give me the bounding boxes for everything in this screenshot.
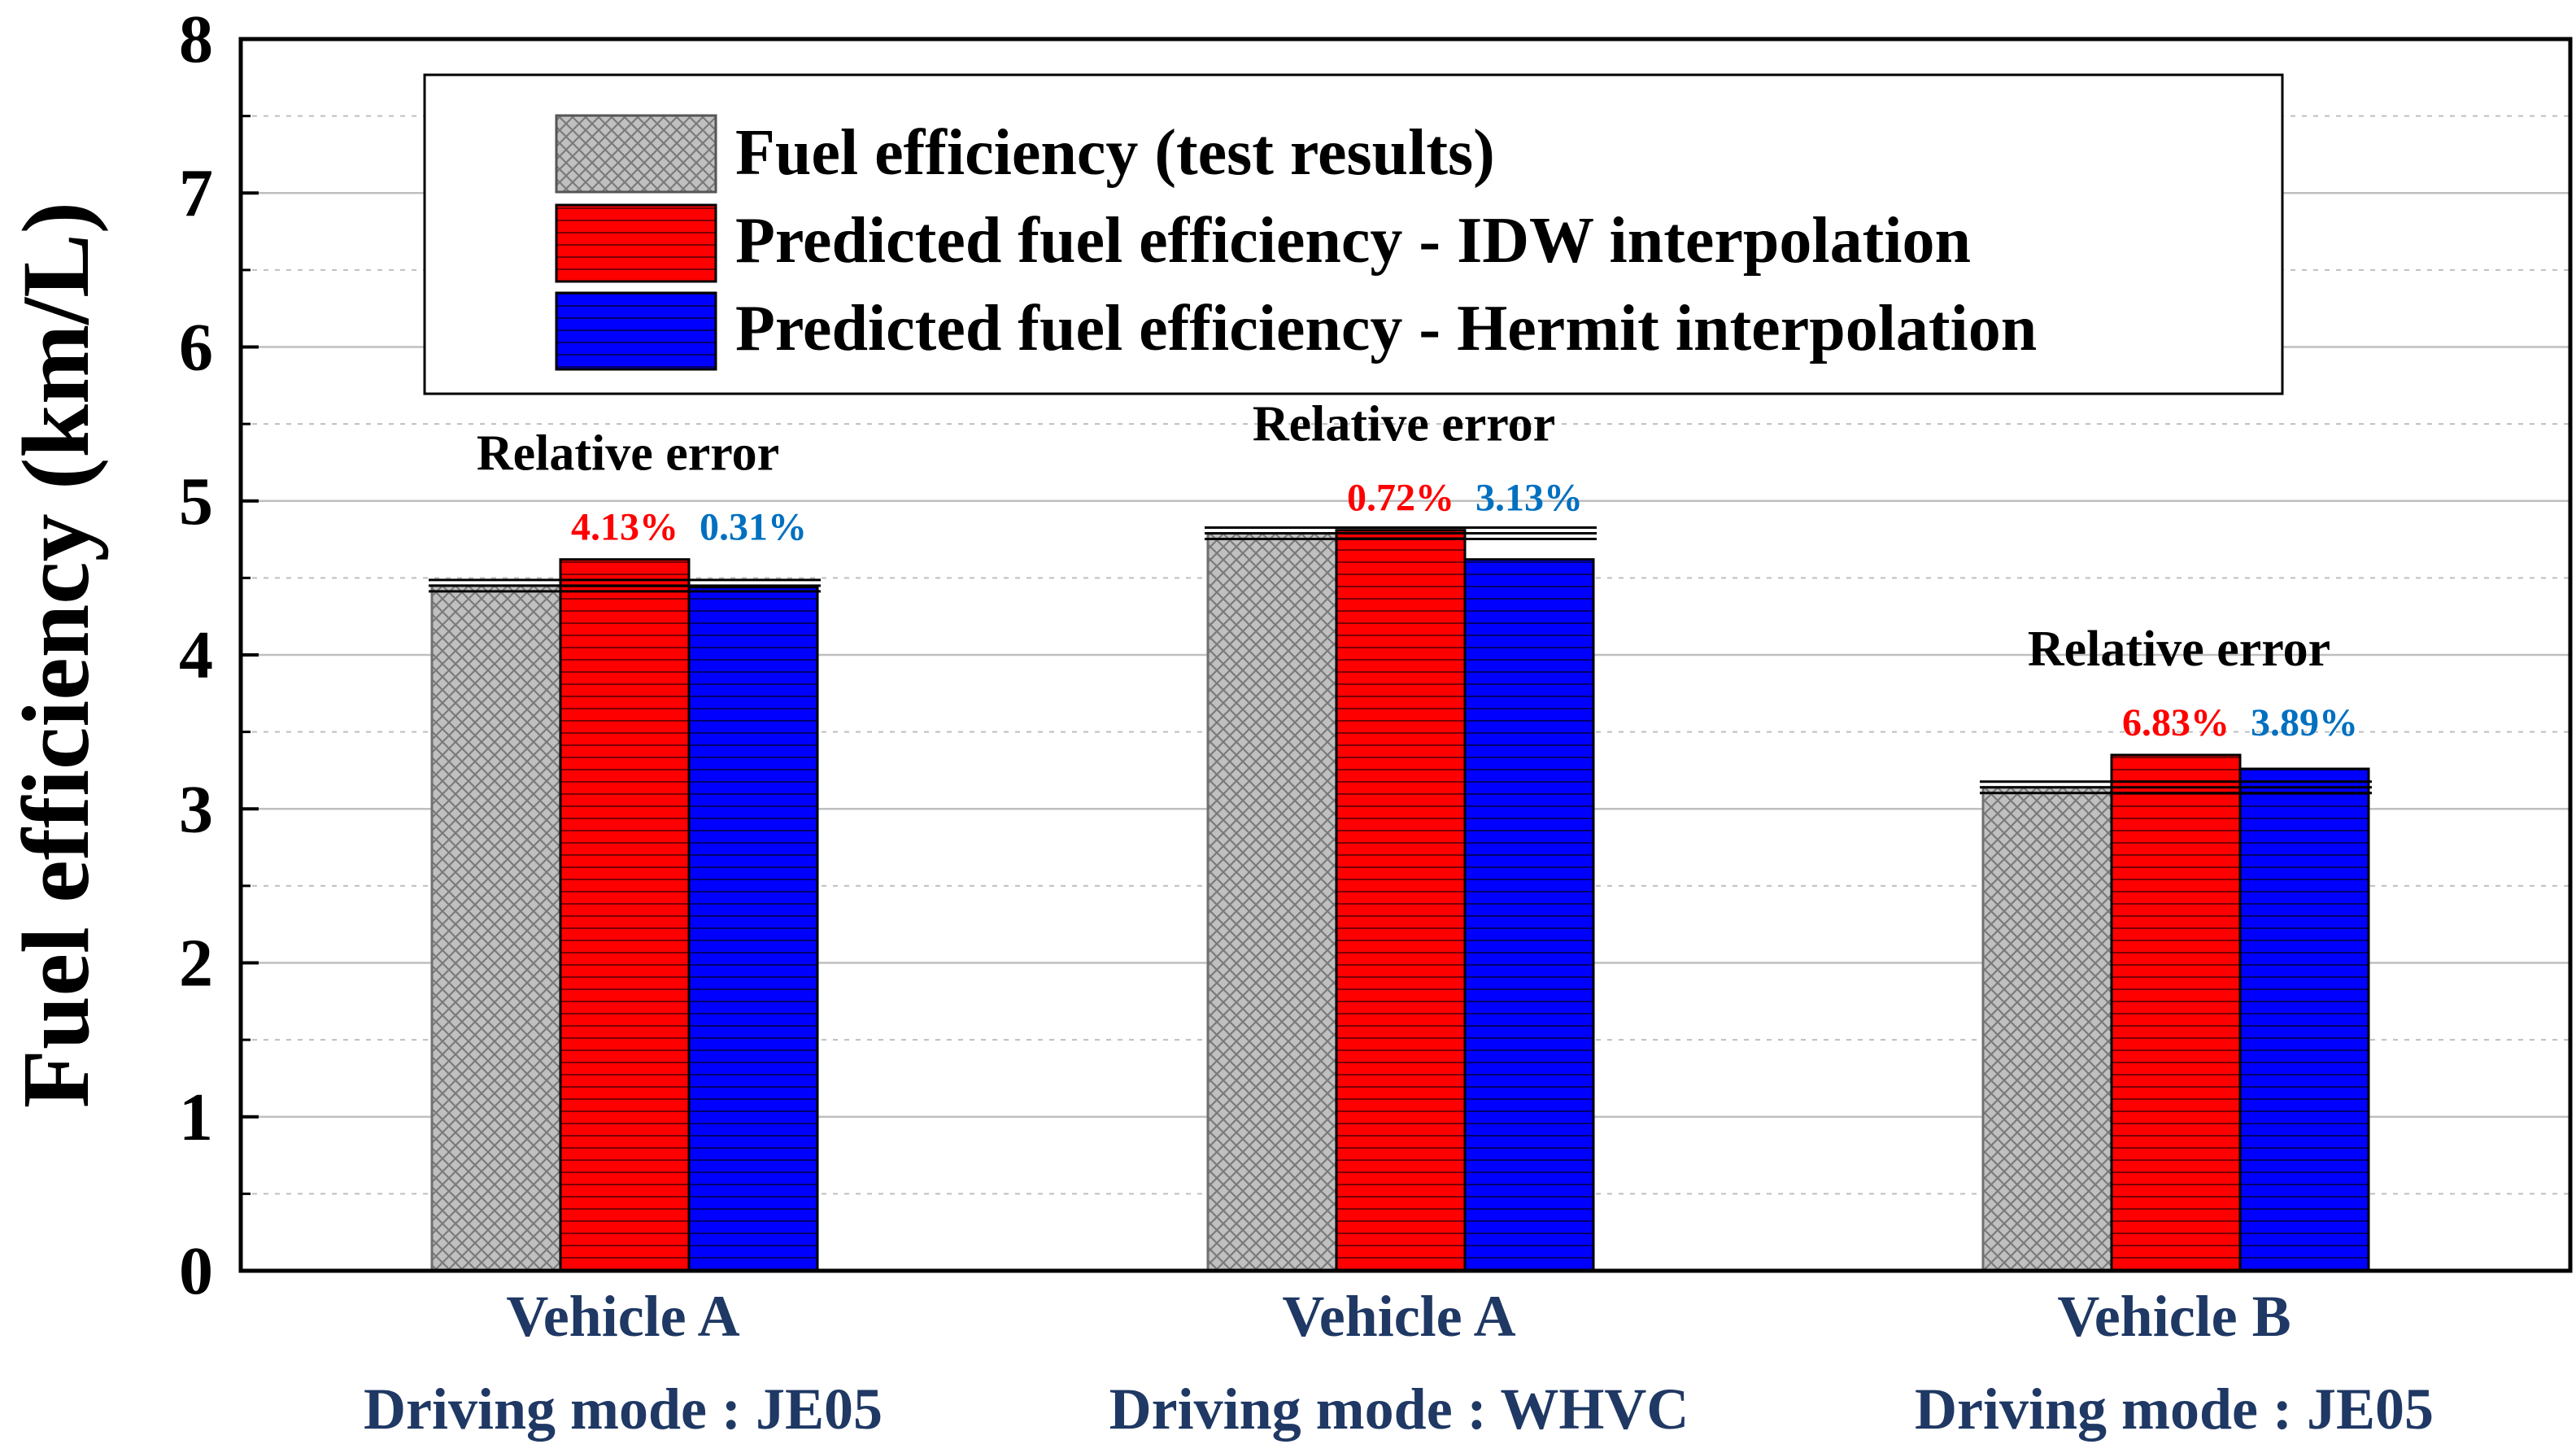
- legend-label-test-results: Fuel efficiency (test results): [735, 117, 1495, 189]
- bar-hermit: [687, 586, 819, 1272]
- idw-relative-error-label: 4.13%: [571, 506, 678, 549]
- hermit-relative-error-label: 3.89%: [2251, 701, 2358, 744]
- legend-label-hermit: Predicted fuel efficiency - Hermit inter…: [735, 293, 2037, 364]
- category-label-vehicle: Vehicle A: [506, 1284, 739, 1349]
- idw-relative-error-label: 0.72%: [1347, 477, 1454, 520]
- legend-swatch-test-results: [555, 114, 717, 194]
- bars: [429, 526, 2372, 1272]
- legend: Fuel efficiency (test results) Predicted…: [423, 73, 2284, 395]
- bar-test-results: [1206, 531, 1338, 1272]
- error-annotations: Relative error 4.13% 0.31% Relative error 0.…: [477, 397, 2358, 744]
- legend-box: [423, 73, 2284, 395]
- y-tick-label: 8: [179, 2, 213, 77]
- bar-hermit: [2238, 767, 2370, 1272]
- legend-swatch-idw: [555, 203, 717, 283]
- bar-test-results: [430, 584, 562, 1272]
- bar-idw: [559, 558, 691, 1272]
- category-label-driving-mode: Driving mode : JE05: [364, 1377, 883, 1442]
- relative-error-heading: Relative error: [2028, 622, 2330, 677]
- idw-relative-error-label: 6.83%: [2122, 701, 2229, 744]
- category-label-vehicle: Vehicle B: [2057, 1284, 2291, 1349]
- x-axis-category-labels: Vehicle A Driving mode : JE05 Vehicle A Dri…: [364, 1284, 2434, 1442]
- category-label-driving-mode: Driving mode : JE05: [1915, 1377, 2434, 1442]
- y-axis-ticks: 0 1 2 3 4 5 6 7 8: [179, 2, 259, 1309]
- hermit-relative-error-label: 0.31%: [700, 506, 807, 549]
- y-tick-label: 1: [179, 1080, 213, 1155]
- legend-label-idw: Predicted fuel efficiency - IDW interpol…: [735, 205, 1971, 277]
- y-tick-label: 5: [179, 464, 213, 539]
- y-tick-label: 6: [179, 310, 213, 386]
- y-tick-label: 2: [179, 926, 213, 1001]
- bar-test-results: [1981, 786, 2113, 1272]
- y-tick-label: 0: [179, 1233, 213, 1309]
- y-axis-label: Fuel efficiency (km/L): [2, 202, 109, 1108]
- y-tick-label: 7: [179, 155, 213, 231]
- relative-error-heading: Relative error: [1253, 397, 1555, 452]
- bar-idw: [1335, 529, 1467, 1272]
- bar-idw: [2110, 753, 2242, 1272]
- legend-swatch-hermit: [555, 291, 717, 371]
- hermit-relative-error-label: 3.13%: [1475, 477, 1583, 520]
- y-tick-label: 3: [179, 771, 213, 847]
- category-label-vehicle: Vehicle A: [1282, 1284, 1515, 1349]
- category-label-driving-mode: Driving mode : WHVC: [1109, 1377, 1689, 1442]
- relative-error-heading: Relative error: [477, 426, 779, 482]
- y-tick-label: 4: [179, 617, 213, 693]
- bar-hermit: [1463, 558, 1595, 1272]
